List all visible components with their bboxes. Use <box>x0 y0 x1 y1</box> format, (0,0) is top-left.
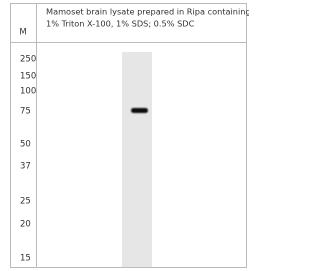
marker-label: 25 <box>20 197 31 207</box>
marker-label: 20 <box>20 220 31 230</box>
blot-figure: M Mamoset brain lysate prepared in Ripa … <box>0 0 249 271</box>
marker-label: 150 <box>20 72 36 82</box>
band <box>131 108 148 113</box>
marker-header: M <box>19 28 26 38</box>
marker-label: 250 <box>20 55 36 65</box>
marker-label: 37 <box>20 162 31 172</box>
marker-label: 100 <box>20 87 36 97</box>
marker-label: 15 <box>20 254 31 264</box>
marker-label: 50 <box>20 140 31 150</box>
marker-label: 75 <box>20 107 31 117</box>
caption-line: Mamoset brain lysate prepared in Ripa co… <box>46 7 249 17</box>
caption-line: 1% Triton X-100, 1% SDS; 0.5% SDC <box>46 19 195 29</box>
lane <box>122 52 152 267</box>
